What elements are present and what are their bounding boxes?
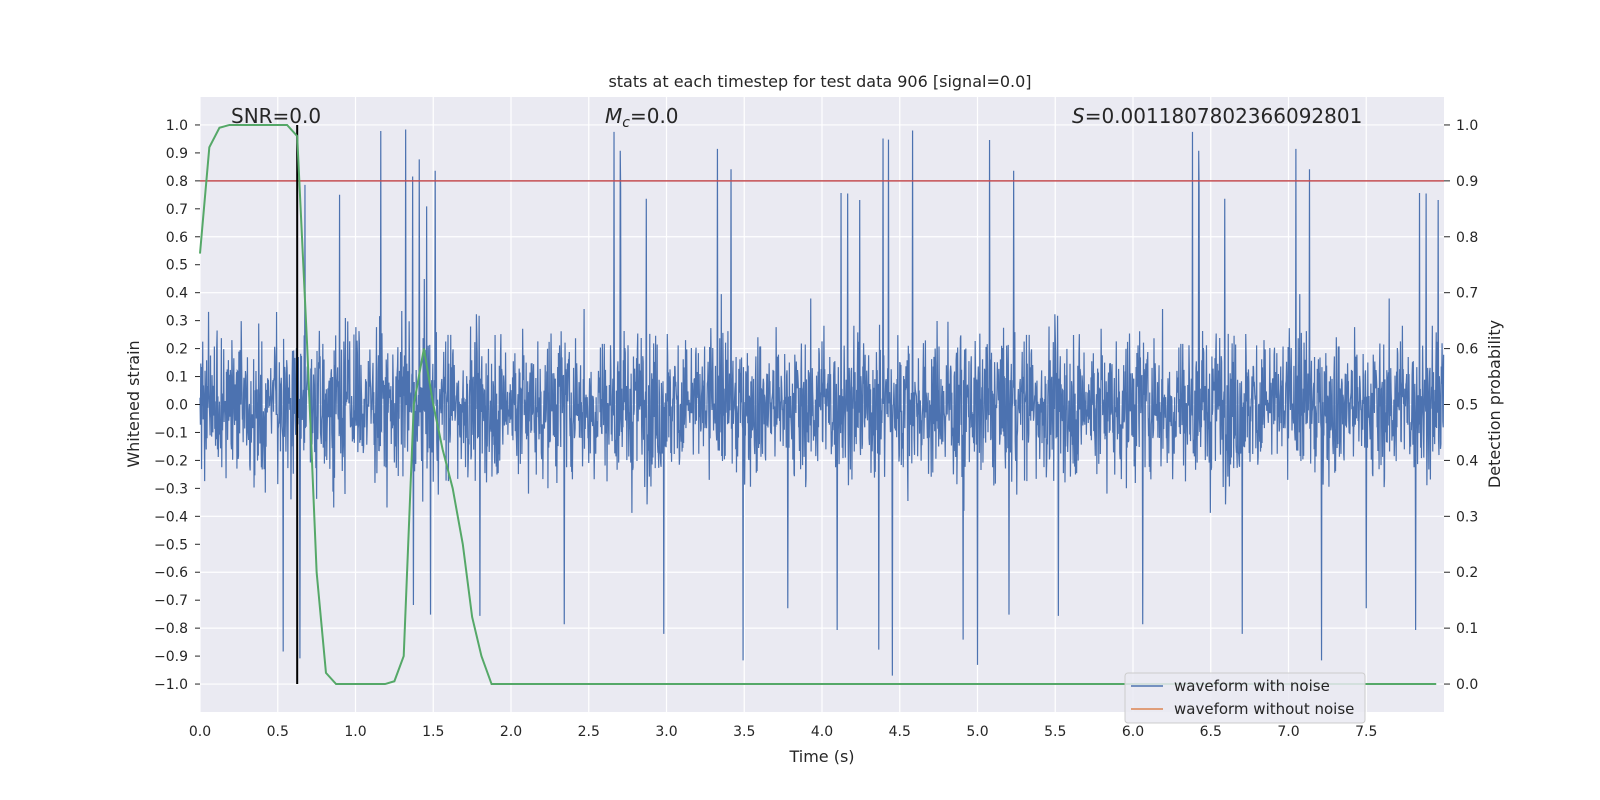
y2-tick-label: 0.9: [1456, 174, 1478, 190]
y-tick-label: −0.4: [154, 509, 188, 525]
snr-annotation: SNR=0.0: [231, 104, 321, 128]
y-axis-right: 1.0 0.9 0.8 0.7 0.6 0.5 0.4 0.3 0.2 0.1 0.0: [1444, 118, 1478, 693]
y-tick-label: 0.1: [166, 370, 188, 386]
x-axis: 0.0 0.5 1.0 1.5 2.0 2.5 3.0 3.5 4.0 4.5 5.0 5.5 6.0 6…: [189, 724, 1378, 740]
x-tick-label: 2.5: [578, 724, 600, 740]
statistic-value: =0.0011807802366092801: [1085, 104, 1363, 128]
y-tick-label: −0.8: [154, 621, 188, 637]
detection-probability-line: [199, 123, 1437, 686]
chirp-mass-subscript: c: [622, 115, 630, 131]
y-tick-label: 1.0: [166, 118, 188, 134]
x-tick-label: 3.0: [655, 724, 677, 740]
y-tick-label: −0.6: [154, 565, 188, 581]
x-tick-label: 5.0: [966, 724, 988, 740]
y2-tick-label: 0.4: [1456, 453, 1478, 469]
y-tick-label: −0.5: [154, 537, 188, 553]
y2-tick-label: 0.2: [1456, 565, 1478, 581]
y2-tick-label: 0.3: [1456, 509, 1478, 525]
overlay-lines: [199, 123, 1444, 686]
statistic-annotation: S=0.0011807802366092801: [1072, 104, 1362, 128]
y-tick-label: −0.9: [154, 649, 188, 665]
y2-axis-label: Detection probability: [1485, 320, 1504, 488]
y-tick-label: −0.2: [154, 453, 188, 469]
series-waveform-with-noise: [199, 129, 1445, 676]
y2-tick-label: 0.7: [1456, 286, 1478, 302]
y2-tick-label: 0.5: [1456, 398, 1478, 414]
y2-tick-label: 0.8: [1456, 230, 1478, 246]
y-axis-left: 1.0 0.9 0.8 0.7 0.6 0.5 0.4 0.3 0.2 0.1 0.0 −0.1 −0.…: [154, 118, 200, 693]
x-tick-label: 0.0: [189, 724, 211, 740]
legend-label-clean: waveform without noise: [1174, 700, 1354, 718]
y-tick-label: 0.6: [166, 230, 188, 246]
y-tick-label: −0.1: [154, 425, 188, 441]
y-tick-label: 0.0: [166, 398, 188, 414]
statistic-symbol: S: [1072, 104, 1085, 128]
chirp-mass-annotation: Mc=0.0: [605, 104, 679, 131]
x-tick-label: 1.5: [422, 724, 444, 740]
y-axis-label: Whitened strain: [124, 340, 143, 467]
x-tick-label: 2.0: [500, 724, 522, 740]
x-tick-label: 0.5: [267, 724, 289, 740]
x-tick-label: 6.5: [1200, 724, 1222, 740]
x-tick-label: 7.5: [1355, 724, 1377, 740]
chirp-mass-symbol: M: [605, 104, 622, 128]
x-tick-label: 7.0: [1277, 724, 1299, 740]
y-tick-label: 0.3: [166, 314, 188, 330]
y-tick-label: 0.5: [166, 258, 188, 274]
noise-waveform-line: [199, 129, 1445, 676]
chirp-mass-value: =0.0: [630, 104, 679, 128]
y-tick-label: 0.9: [166, 146, 188, 162]
y2-tick-label: 0.6: [1456, 342, 1478, 358]
x-tick-label: 6.0: [1122, 724, 1144, 740]
y-tick-label: 0.7: [166, 202, 188, 218]
x-axis-label: Time (s): [788, 747, 854, 766]
y-tick-label: −0.7: [154, 593, 188, 609]
y2-tick-label: 0.0: [1456, 677, 1478, 693]
x-tick-label: 1.0: [344, 724, 366, 740]
legend: waveform with noise waveform without noi…: [1124, 672, 1366, 724]
chart-title: stats at each timestep for test data 906…: [608, 72, 1031, 91]
x-tick-label: 3.5: [733, 724, 755, 740]
legend-label-noise: waveform with noise: [1174, 677, 1330, 695]
y2-tick-label: 1.0: [1456, 118, 1478, 134]
y-tick-label: 0.4: [166, 286, 188, 302]
y2-tick-label: 0.1: [1456, 621, 1478, 637]
x-tick-label: 4.0: [811, 724, 833, 740]
y-tick-label: 0.2: [166, 342, 188, 358]
legend-box: [1124, 672, 1366, 724]
x-tick-label: 5.5: [1044, 724, 1066, 740]
y-tick-label: 0.8: [166, 174, 188, 190]
y-tick-label: −1.0: [154, 677, 188, 693]
y-tick-label: −0.3: [154, 481, 188, 497]
x-tick-label: 4.5: [889, 724, 911, 740]
